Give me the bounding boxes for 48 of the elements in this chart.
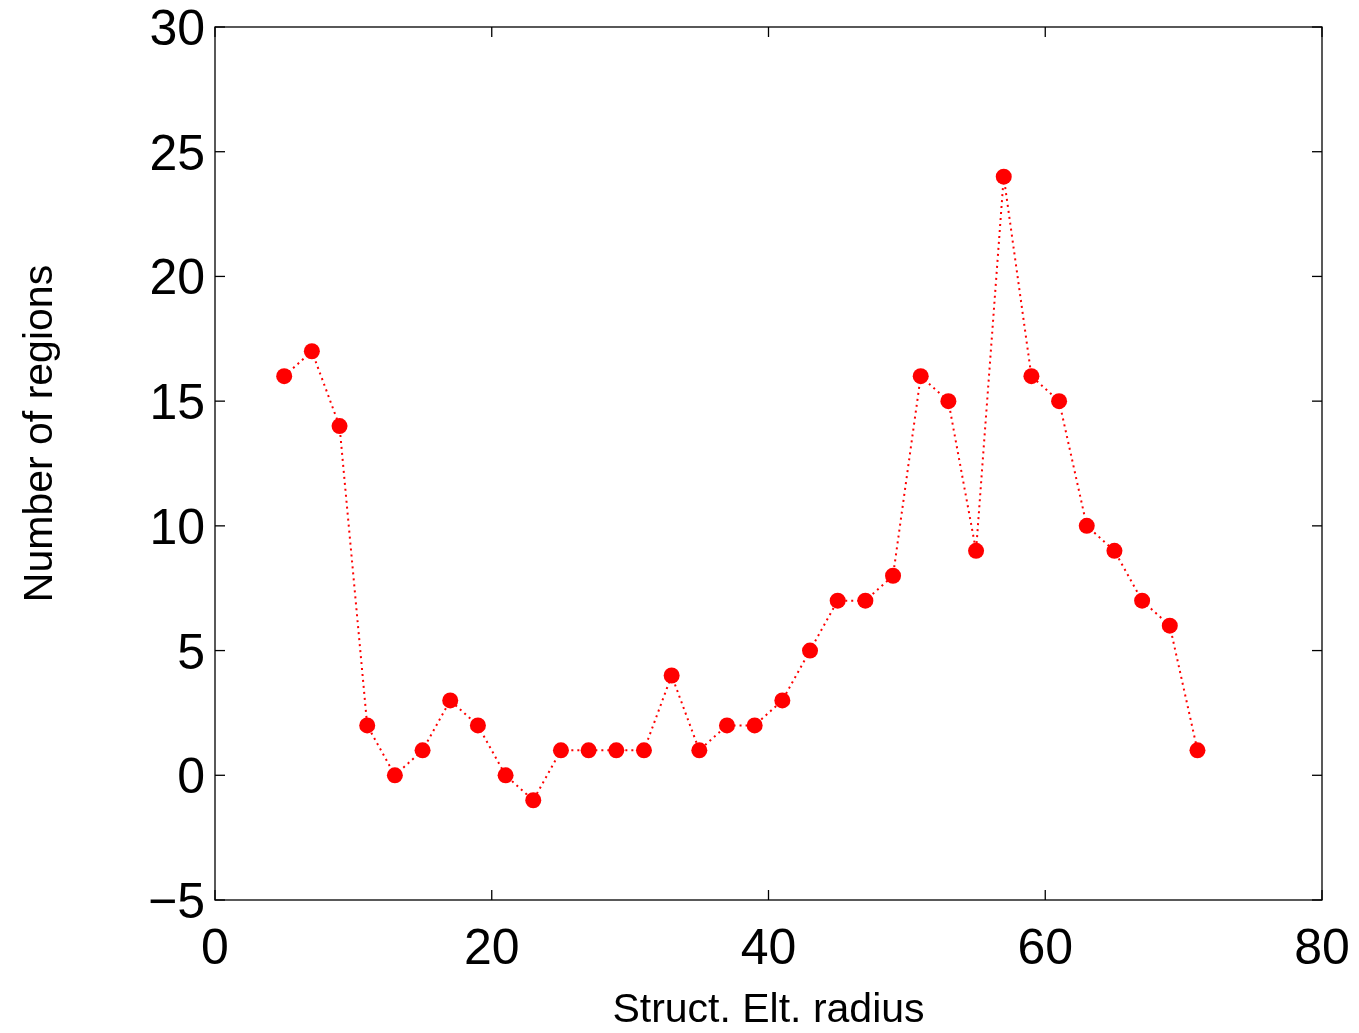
point: [746, 717, 763, 734]
point: [525, 792, 542, 809]
point: [691, 742, 708, 759]
y-tick-label: −5: [147, 873, 205, 929]
y-tick-label: 20: [149, 249, 205, 306]
point: [303, 343, 320, 360]
point: [635, 742, 652, 759]
point: [1134, 592, 1151, 609]
point: [1078, 517, 1095, 534]
point: [912, 368, 929, 385]
point: [1106, 542, 1123, 559]
point: [276, 368, 293, 385]
point: [802, 642, 819, 659]
point: [774, 692, 791, 709]
x-axis-title: Struct. Elt. radius: [612, 985, 925, 1031]
point: [497, 767, 514, 784]
y-tick-label: 10: [149, 498, 205, 555]
point: [995, 168, 1012, 185]
point: [386, 767, 403, 784]
x-tick-label: 20: [463, 919, 520, 975]
y-axis-title: Number of regions: [15, 264, 61, 603]
point: [968, 542, 985, 559]
y-tick-label: 5: [177, 623, 205, 680]
point: [1023, 368, 1040, 385]
point: [829, 592, 846, 609]
point: [359, 717, 376, 734]
point: [608, 742, 625, 759]
point: [1051, 393, 1068, 410]
y-tick-label: 15: [149, 374, 205, 431]
point: [1189, 742, 1206, 759]
point: [857, 592, 874, 609]
point: [940, 393, 957, 410]
point: [663, 667, 680, 684]
point: [580, 742, 597, 759]
point: [469, 717, 486, 734]
point: [442, 692, 459, 709]
point: [552, 742, 569, 759]
point: [414, 742, 431, 759]
x-tick-label: 80: [1294, 919, 1350, 975]
point: [718, 717, 735, 734]
x-tick-label: 40: [740, 919, 797, 975]
point: [885, 567, 902, 584]
y-tick-label: 30: [149, 0, 205, 56]
y-tick-label: 25: [149, 124, 205, 181]
point: [1161, 617, 1178, 634]
point: [331, 418, 348, 435]
x-tick-label: 60: [1017, 919, 1074, 975]
y-tick-label: 0: [177, 748, 205, 805]
